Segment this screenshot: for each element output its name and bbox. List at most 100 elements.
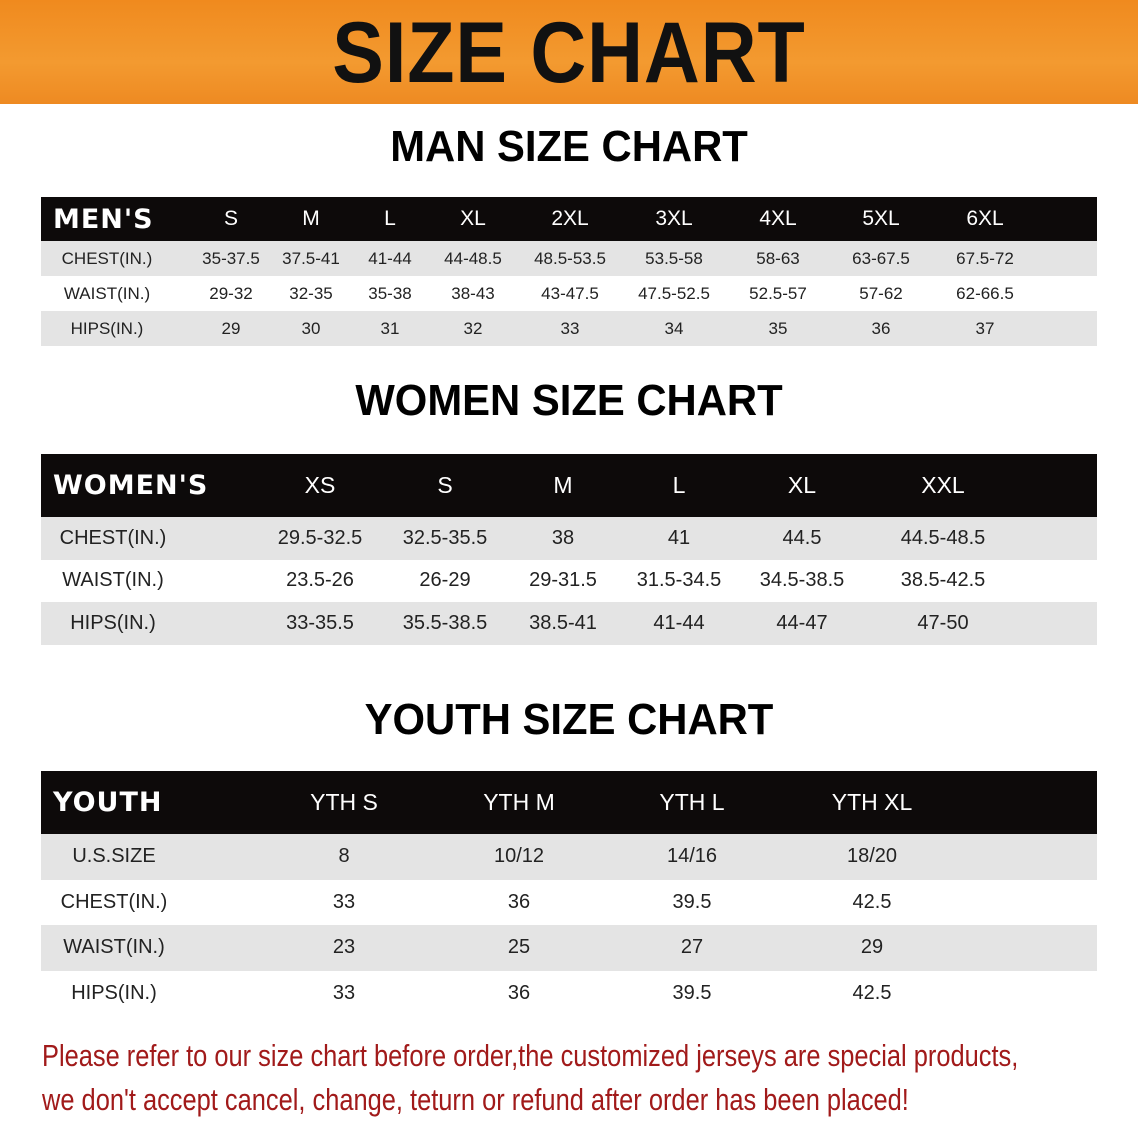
table-cell: 42.5	[852, 890, 892, 913]
table-cell: 58-63	[756, 248, 800, 268]
table-row: CHEST(IN.) 35-37.5 37.5-41 41-44 44-48.5 48.5…	[41, 241, 1097, 276]
table-header-row: MEN'S S M L XL 2XL 3XL 4XL 5XL 6XL	[41, 197, 1097, 241]
table-row: U.S.SIZE 8 10/12 14/16 18/20	[41, 834, 1097, 880]
table-cell: 47.5-52.5	[638, 283, 710, 303]
table-cell: 32.5-35.5	[402, 526, 488, 549]
size-column-header: 6XL	[966, 207, 1004, 230]
size-column-header: XXL	[921, 472, 965, 498]
row-label: CHEST(IN.)	[60, 890, 168, 913]
table-row: HIPS(IN.) 29 30 31 32 33 34 35 36 37	[41, 311, 1097, 346]
table-cell: 38-43	[451, 283, 495, 303]
table-cell: 29-32	[209, 283, 253, 303]
table-cell: 32-35	[289, 283, 333, 303]
table-cell: 14/16	[666, 845, 718, 868]
table-cell: 35-38	[368, 283, 412, 303]
table-cell: 48.5-53.5	[534, 248, 606, 268]
table-cell: 31	[380, 318, 400, 338]
table-cell: 34	[664, 318, 684, 338]
banner: SIZE CHART	[0, 0, 1138, 104]
table-row: CHEST(IN.) 33 36 39.5 42.5	[41, 880, 1097, 926]
row-label: WAIST(IN.)	[62, 569, 164, 592]
table-cell: 44.5-48.5	[900, 526, 986, 549]
women-size-table: WOMEN'S XS S M L XL XXL CHEST(IN.) 29.5-32.5 32.5…	[41, 454, 1097, 645]
row-label: U.S.SIZE	[72, 845, 156, 868]
size-column-header: XL	[787, 472, 817, 498]
header-label: MEN'S	[53, 203, 154, 235]
size-column-header: 3XL	[655, 207, 693, 230]
table-cell: 25	[507, 936, 531, 959]
table-cell: 23.5-26	[286, 569, 354, 592]
table-cell: 32	[463, 318, 483, 338]
size-column-header: 5XL	[862, 207, 900, 230]
table-cell: 35.5-38.5	[402, 611, 488, 634]
size-column-header: L	[672, 472, 686, 498]
table-row: WAIST(IN.) 29-32 32-35 35-38 38-43 43-47.5 47.…	[41, 276, 1097, 311]
table-cell: 41	[667, 526, 691, 549]
table-row: HIPS(IN.) 33 36 39.5 42.5	[41, 971, 1097, 1017]
row-label: CHEST(IN.)	[59, 526, 167, 549]
table-cell: 33	[560, 318, 580, 338]
table-cell: 63-67.5	[852, 248, 910, 268]
row-label: CHEST(IN.)	[61, 248, 153, 268]
table-row: WAIST(IN.) 23 25 27 29	[41, 925, 1097, 971]
table-row: WAIST(IN.) 23.5-26 26-29 29-31.5 31.5-34.5 34…	[41, 560, 1097, 603]
table-cell: 29.5-32.5	[277, 526, 363, 549]
table-cell: 47-50	[917, 611, 969, 634]
table-cell: 30	[301, 318, 321, 338]
table-cell: 33	[332, 890, 356, 913]
youth-size-table: YOUTH YTH S YTH M YTH L YTH XL U.S.SIZE 8 10/12…	[41, 771, 1097, 1016]
table-cell: 37	[975, 318, 995, 338]
table-cell: 31.5-34.5	[636, 569, 722, 592]
notice-line-1: Please refer to our size chart before or…	[42, 1038, 1019, 1073]
size-column-header: M	[302, 207, 320, 230]
table-cell: 23	[332, 936, 356, 959]
banner-title: SIZE CHART	[332, 5, 806, 101]
table-cell: 26-29	[419, 569, 471, 592]
table-cell: 44-48.5	[444, 248, 502, 268]
table-cell: 27	[680, 936, 704, 959]
table-cell: 52.5-57	[749, 283, 807, 303]
table-cell: 37.5-41	[282, 248, 340, 268]
size-column-header: YTH S	[310, 789, 378, 815]
row-label: WAIST(IN.)	[63, 283, 151, 303]
table-cell: 33	[332, 981, 356, 1004]
table-cell: 35	[768, 318, 788, 338]
table-header-row: YOUTH YTH S YTH M YTH L YTH XL	[41, 771, 1097, 834]
row-label: WAIST(IN.)	[63, 936, 165, 959]
table-cell: 38.5-42.5	[900, 569, 986, 592]
table-cell: 53.5-58	[645, 248, 703, 268]
size-column-header: 4XL	[759, 207, 797, 230]
men-section-title: MAN SIZE CHART	[390, 122, 748, 171]
size-column-header: YTH L	[659, 789, 725, 815]
table-cell: 62-66.5	[956, 283, 1014, 303]
table-cell: 34.5-38.5	[759, 569, 845, 592]
size-column-header: S	[223, 207, 238, 230]
table-cell: 39.5	[672, 890, 712, 913]
header-label: YOUTH	[53, 787, 163, 818]
table-cell: 8	[338, 845, 350, 868]
table-cell: 29	[221, 318, 241, 338]
table-cell: 39.5	[672, 981, 712, 1004]
table-header-row: WOMEN'S XS S M L XL XXL	[41, 454, 1097, 517]
row-label: HIPS(IN.)	[70, 611, 156, 634]
table-cell: 36	[871, 318, 891, 338]
table-cell: 10/12	[493, 845, 545, 868]
men-size-table: MEN'S S M L XL 2XL 3XL 4XL 5XL 6XL CHEST(IN.) 35-37…	[41, 197, 1097, 346]
header-label: WOMEN'S	[53, 470, 209, 501]
table-cell: 57-62	[859, 283, 903, 303]
table-cell: 33-35.5	[286, 611, 354, 634]
table-cell: 29	[860, 936, 884, 959]
table-cell: 41-44	[653, 611, 705, 634]
table-cell: 36	[507, 981, 531, 1004]
table-cell: 44.5	[782, 526, 822, 549]
table-cell: 43-47.5	[541, 283, 599, 303]
women-section-title: WOMEN SIZE CHART	[355, 376, 783, 425]
size-column-header: L	[384, 207, 396, 230]
size-column-header: S	[437, 472, 453, 498]
table-cell: 38	[551, 526, 575, 549]
size-column-header: YTH M	[483, 789, 555, 815]
table-cell: 44-47	[776, 611, 828, 634]
size-column-header: 2XL	[551, 207, 589, 230]
table-cell: 42.5	[852, 981, 892, 1004]
table-cell: 38.5-41	[529, 611, 597, 634]
